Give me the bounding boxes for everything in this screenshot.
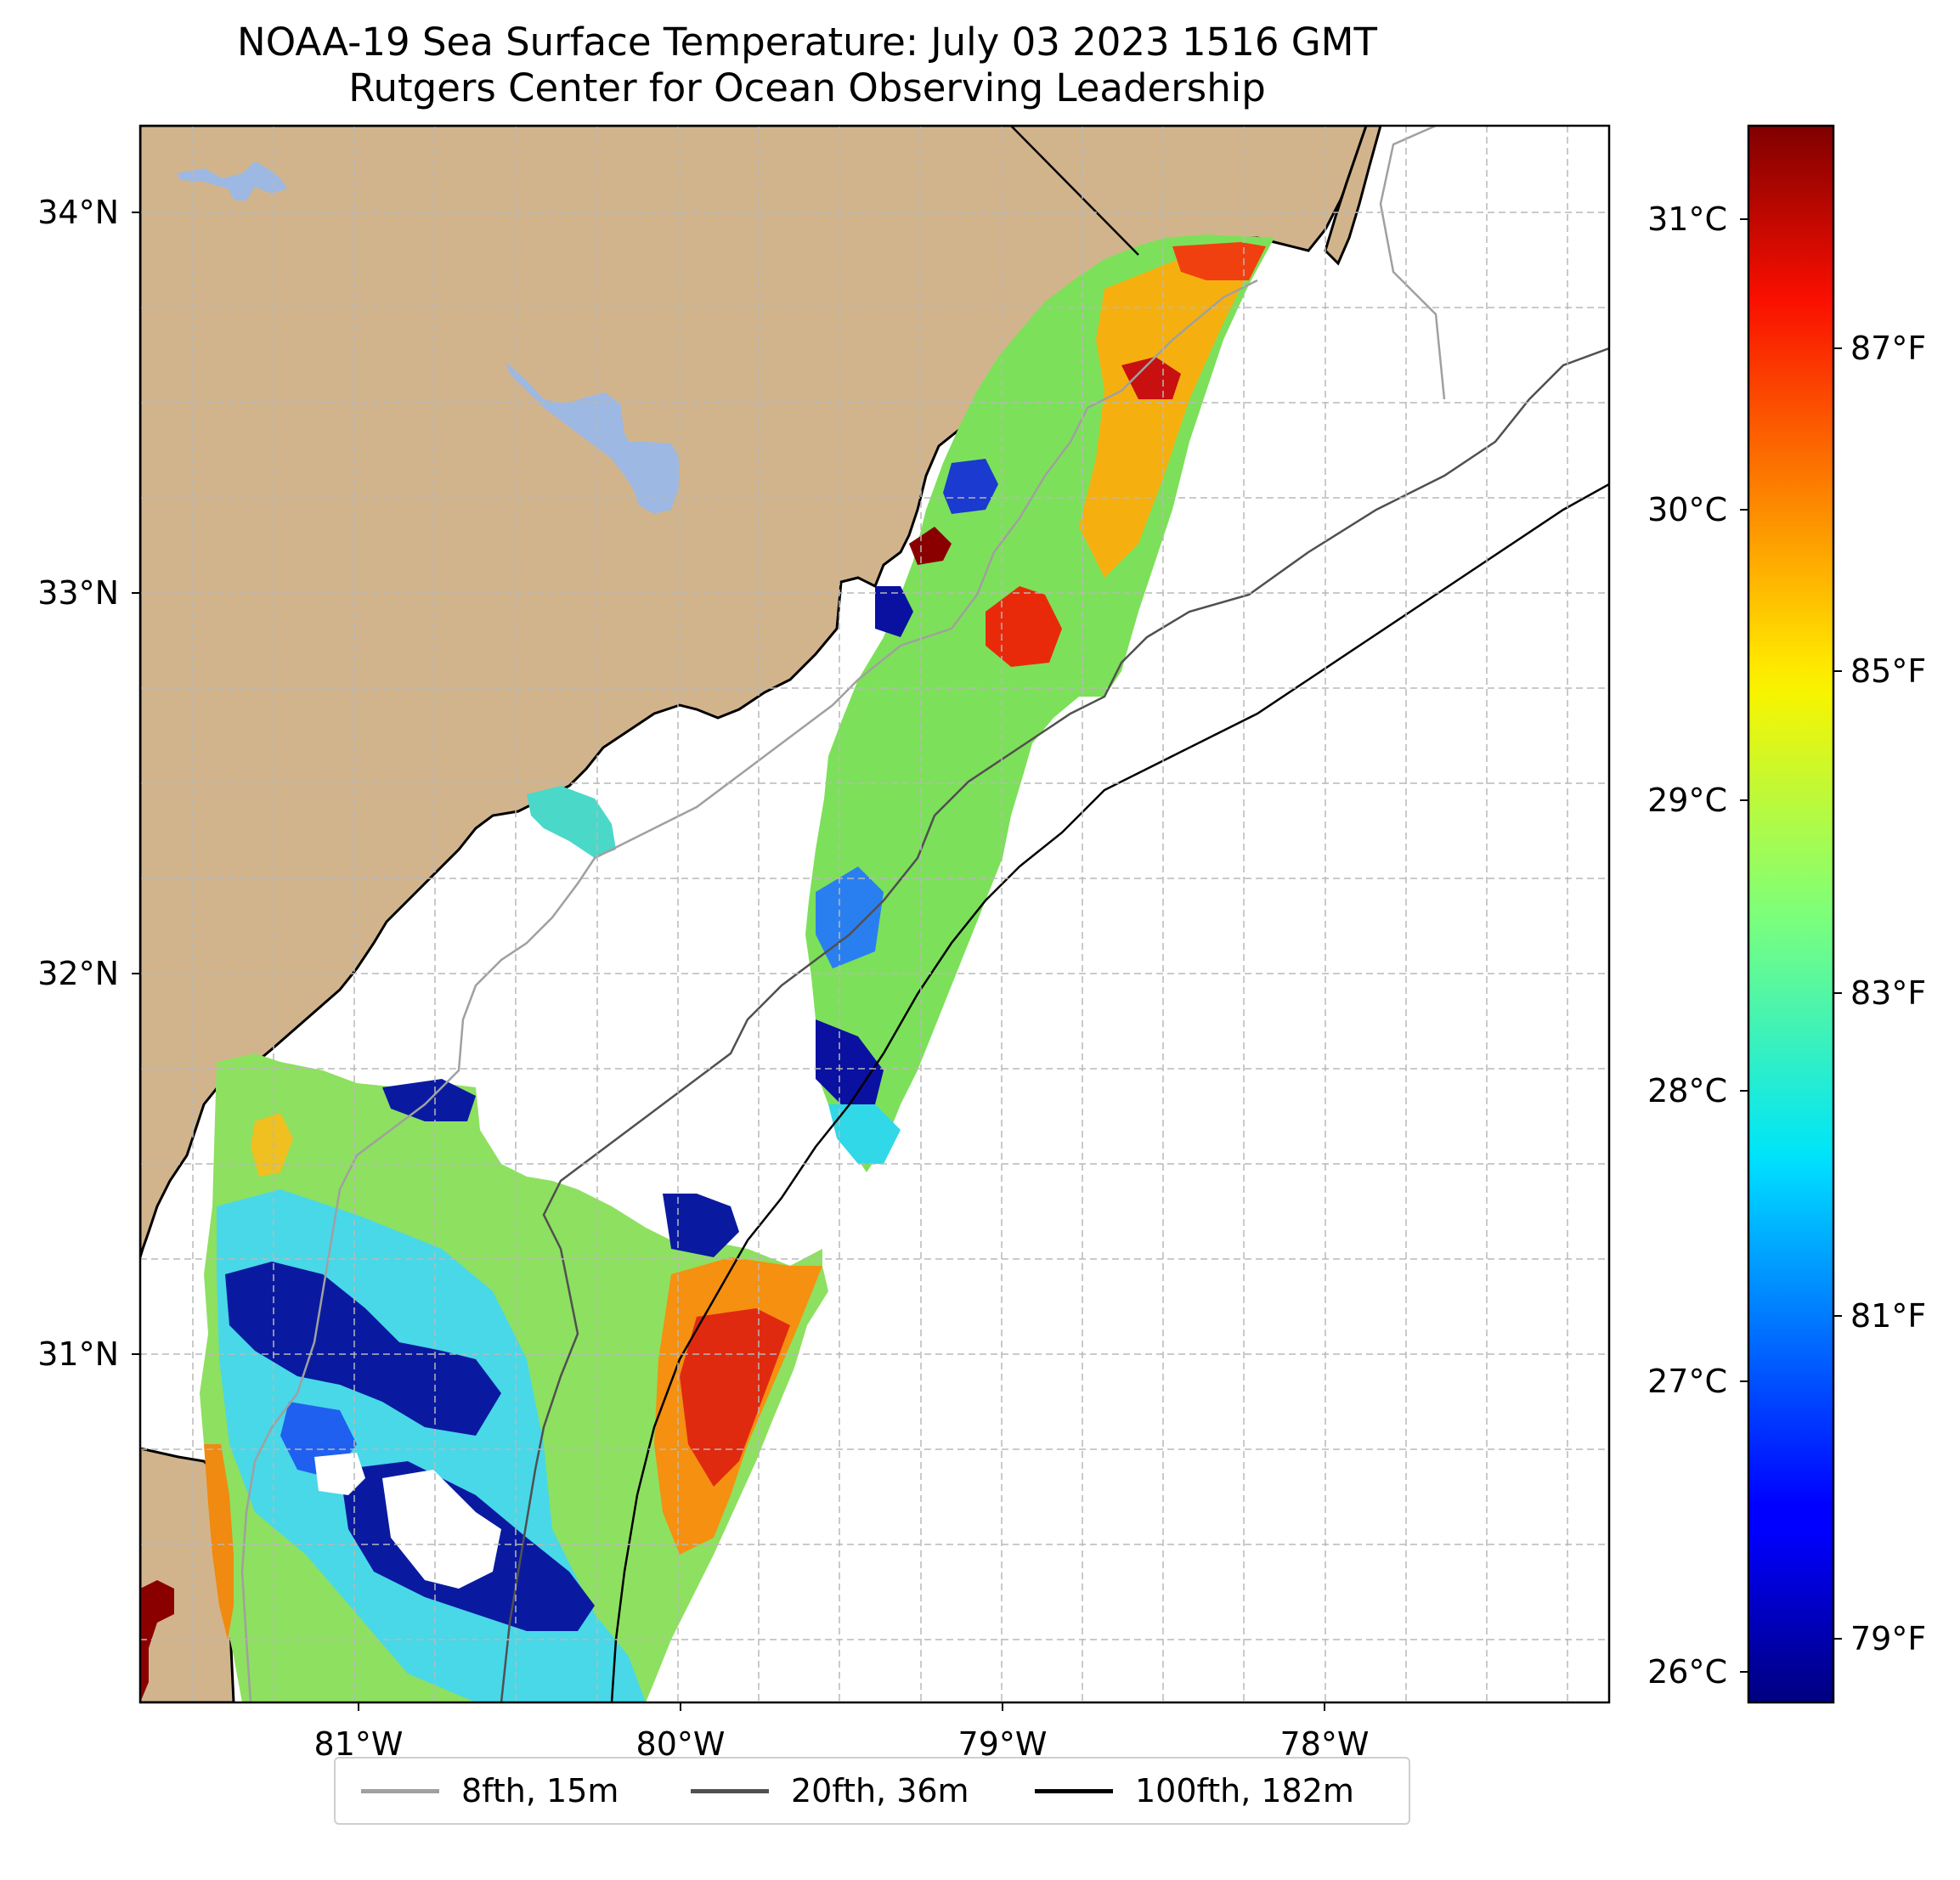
fahrenheit-tick-label: 81°F [1850,1297,1926,1335]
sst-hot-edge [909,527,952,565]
sst-swath-inlet [527,786,616,858]
map-subtitle: Rutgers Center for Ocean Observing Leade… [348,65,1266,110]
legend-label: 100fth, 182m [1135,1772,1354,1809]
celsius-tick-label: 30°C [1647,491,1727,528]
gridlines [140,126,1609,1702]
lat-tick-label: 33°N [37,574,119,612]
lon-tick-label: 80°W [636,1725,726,1763]
sst-cold-patch [943,459,998,514]
sst-hot-patch [1172,242,1266,280]
legend-label: 20fth, 36m [791,1772,969,1809]
sst-cold-patch [816,1019,884,1104]
sst-nearshore-warm [251,1113,293,1177]
sst-cyan-patch [828,1104,901,1164]
fahrenheit-tick-label: 83°F [1850,974,1926,1012]
cloud-gap [314,1453,365,1495]
legend-item-20fth: 20fth, 36m [691,1759,969,1823]
axis-ticks [132,212,1325,1711]
lake [177,161,287,200]
land-data-flecks [140,1580,174,1702]
isobath-20fth [500,347,1609,1702]
lat-tick-label: 34°N [37,194,119,231]
colorbar [1747,124,1835,1704]
celsius-tick-label: 31°C [1647,200,1727,238]
sst-hot-patch [986,586,1062,667]
celsius-tick-label: 29°C [1647,782,1727,819]
isobath-100fth [610,483,1609,1702]
colorbar-ticks [1740,218,1842,1673]
map-title: NOAA-19 Sea Surface Temperature: July 03… [237,20,1377,65]
celsius-tick-label: 27°C [1647,1363,1727,1400]
sst-nearshore-warm [204,1444,234,1640]
celsius-tick-label: 26°C [1647,1653,1727,1691]
lon-tick-label: 78°W [1280,1725,1370,1763]
lat-tick-label: 32°N [37,955,119,992]
lat-tick-label: 31°N [37,1335,119,1373]
legend-item-8fth: 8fth, 15m [361,1759,619,1823]
legend-line-swatch [361,1788,439,1793]
isobath-8fth [240,126,1446,1702]
fahrenheit-tick-label: 79°F [1850,1620,1926,1657]
celsius-tick-label: 28°C [1647,1072,1727,1109]
legend-line-swatch [1035,1788,1113,1793]
sst-hot-patch [1121,357,1181,399]
sst-hot-patch [680,1308,790,1487]
plot-frame [138,124,1611,1704]
fahrenheit-tick-label: 85°F [1850,652,1926,690]
lon-tick-label: 79°W [958,1725,1048,1763]
lon-tick-label: 81°W [314,1725,404,1763]
state-border [1010,126,1139,256]
lake [506,362,680,514]
sst-cold-patch [663,1194,739,1257]
fahrenheit-tick-label: 87°F [1850,330,1926,367]
sst-cold-patch [875,586,913,637]
sst-cold-patch [225,1262,501,1436]
legend-line-swatch [691,1788,769,1793]
legend-item-100fth: 100fth, 182m [1035,1759,1354,1823]
sst-cold-patch [816,867,884,968]
legend-label: 8fth, 15m [461,1772,619,1809]
isobath-legend: 8fth, 15m 20fth, 36m 100fth, 182m [334,1757,1410,1825]
cloud-gap [382,1470,501,1589]
sst-warm-patch [1079,255,1257,578]
land-mass-northeast [1324,126,1382,266]
